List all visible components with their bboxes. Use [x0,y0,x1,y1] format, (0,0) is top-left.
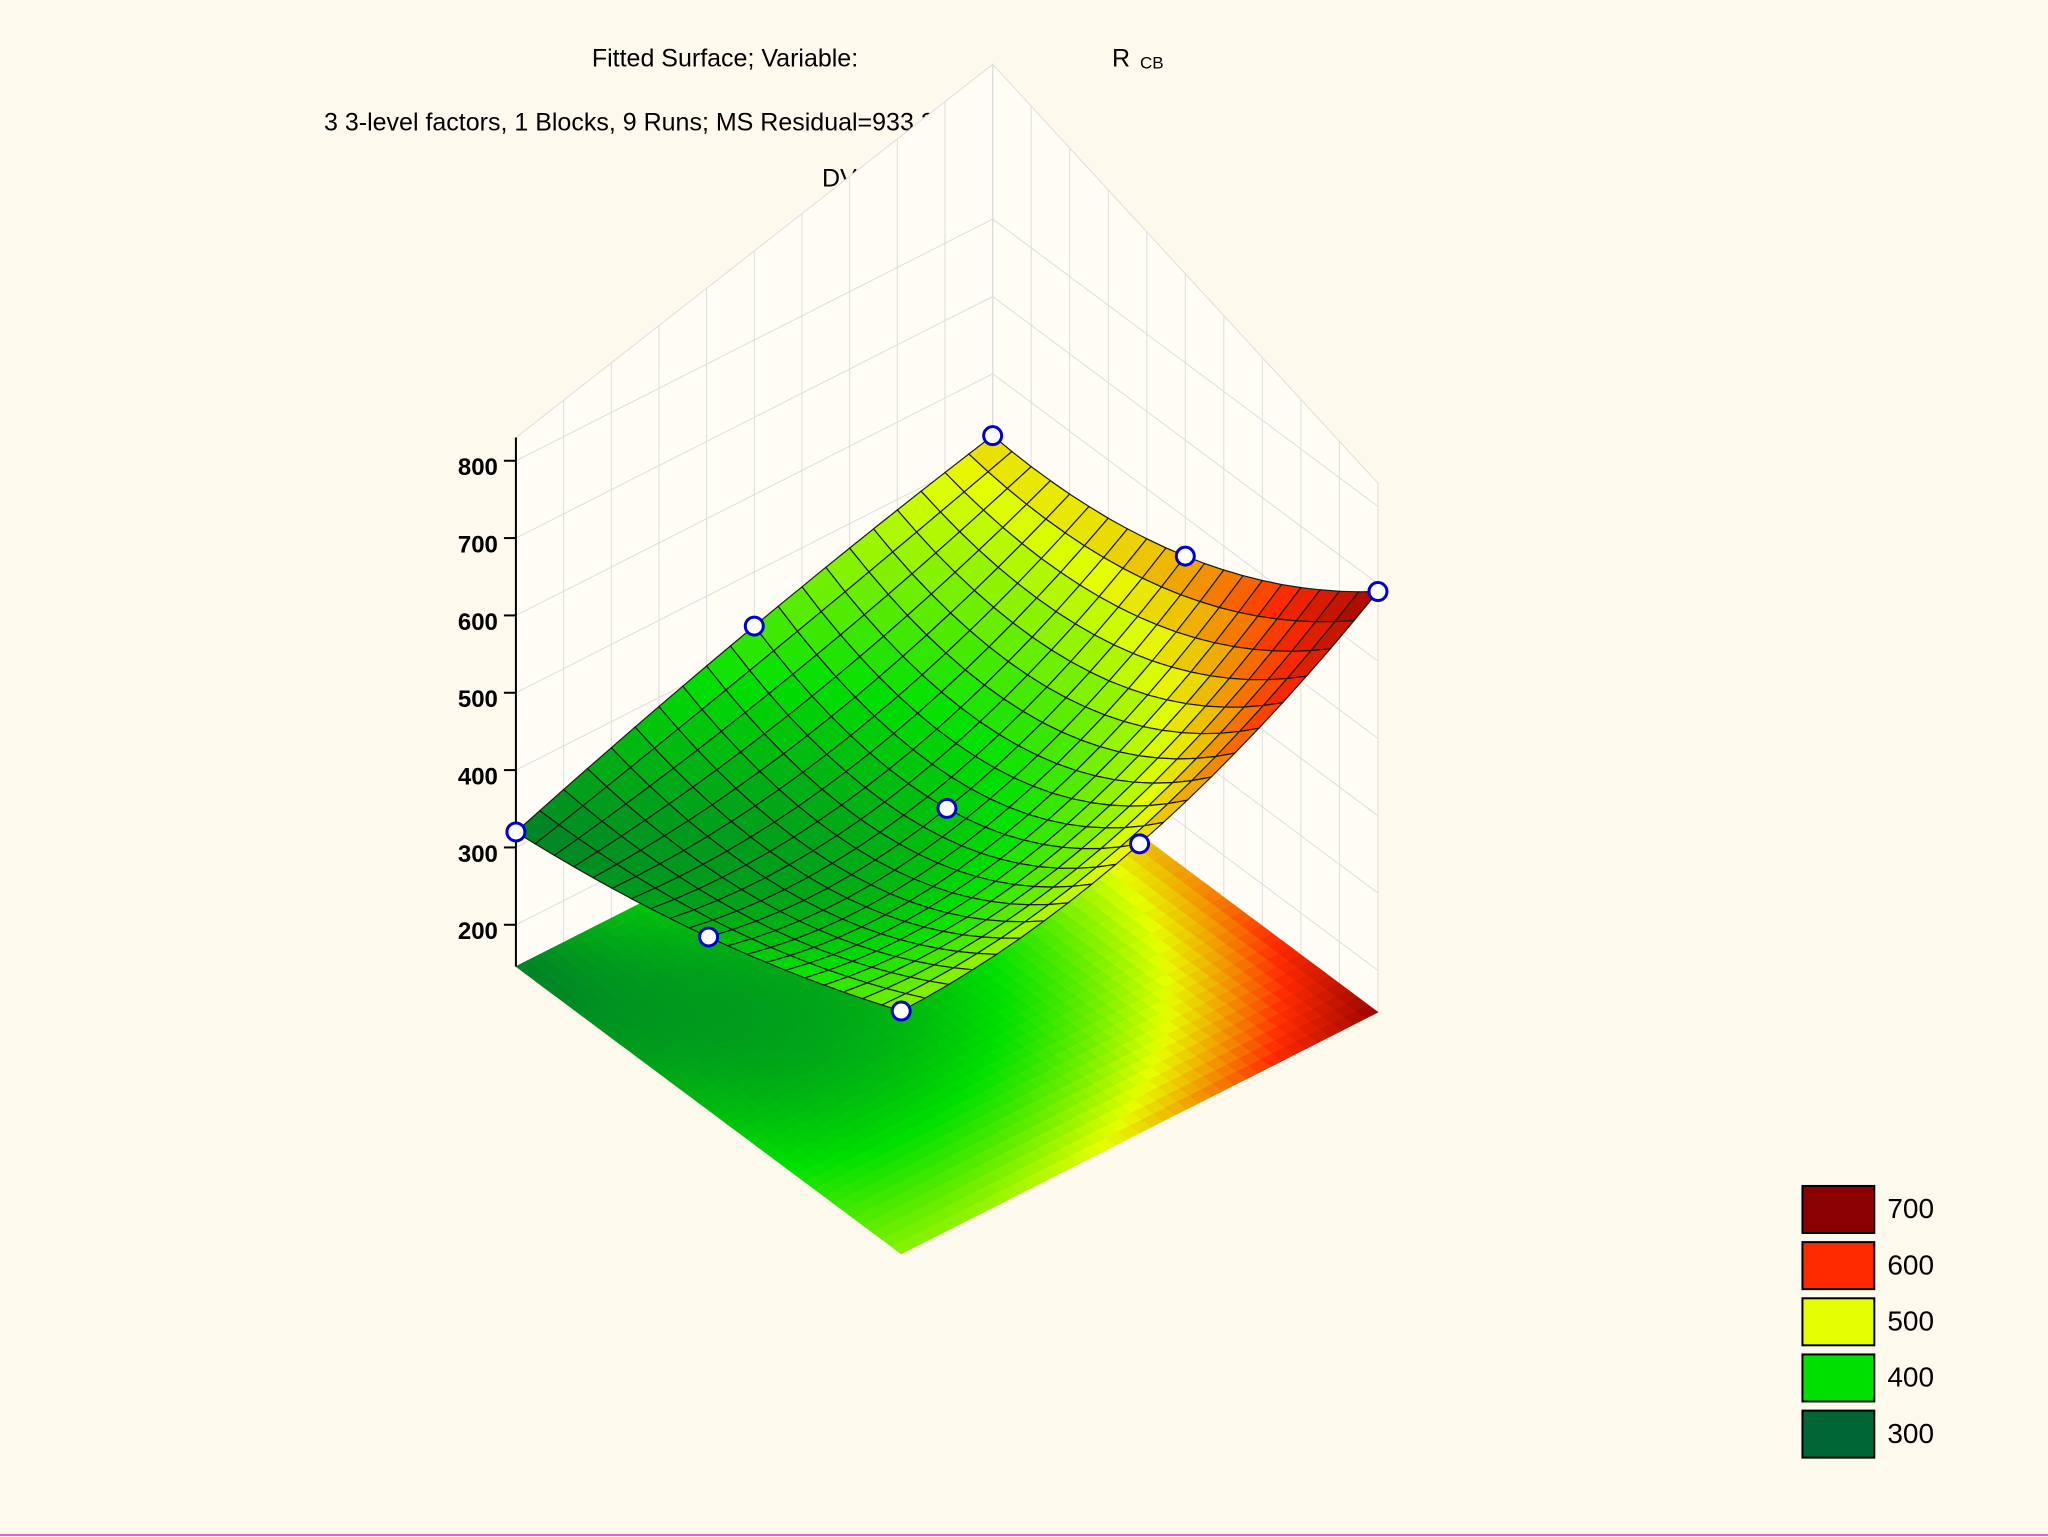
chart-title: Fitted Surface; Variable: [592,45,858,73]
z-tick-label: 300 [458,841,498,868]
legend-label: 600 [1887,1249,1934,1280]
data-point [1367,581,1389,603]
grid-line [515,373,1379,662]
z-tick-label: 800 [458,454,498,481]
z-tick-label: 500 [458,686,498,713]
legend-swatch [1801,1353,1876,1403]
grid-line [515,295,1379,585]
legend-swatch [1801,1184,1876,1234]
data-point [698,926,720,948]
legend-label: 300 [1887,1418,1934,1449]
chart-subtitle: 3 3-level factors, 1 Blocks, 9 Runs; MS … [324,109,976,137]
data-point [890,1000,912,1022]
variable-sub: CB [1140,53,1164,72]
legend-label: 400 [1887,1362,1934,1393]
z-tick-label: 700 [458,531,498,558]
data-point [982,425,1004,447]
variable: R [1112,45,1130,73]
legend-label: 500 [1887,1305,1934,1336]
data-point [1174,545,1196,567]
legend-swatch [1801,1241,1876,1291]
floor-contour [1355,1004,1379,1019]
data-point [1129,833,1151,855]
legend-swatch [1801,1409,1876,1459]
z-tick-label: 400 [458,763,498,790]
data-point [743,615,765,637]
z-tick-label: 200 [458,918,498,945]
data-point [505,821,527,843]
grid-line [515,218,1379,507]
legend-swatch [1801,1297,1876,1347]
data-point [936,797,958,819]
legend-label: 700 [1887,1193,1934,1224]
z-tick-label: 600 [458,609,498,636]
